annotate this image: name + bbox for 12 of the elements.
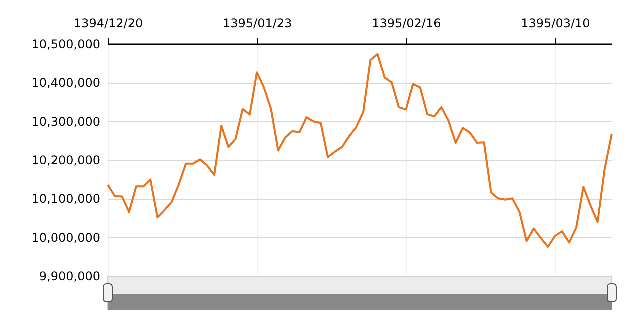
y-tick-label: 10,100,000 [32, 192, 100, 206]
x-tick-label: 1394/12/20 [74, 16, 144, 30]
x-tick-label: 1395/02/16 [372, 16, 442, 30]
y-tick-label: 10,400,000 [32, 76, 100, 90]
y-tick-label: 9,900,000 [39, 270, 100, 284]
x-tick-label: 1395/01/23 [222, 16, 292, 30]
y-tick-label: 10,500,000 [32, 38, 100, 52]
line-series [107, 53, 613, 248]
x-tick-label: 1395/03/10 [521, 16, 590, 30]
y-tick-label: 10,300,000 [32, 114, 100, 129]
y-tick-label: 10,200,000 [32, 154, 100, 168]
y-tick-label: 10,000,000 [32, 230, 100, 245]
